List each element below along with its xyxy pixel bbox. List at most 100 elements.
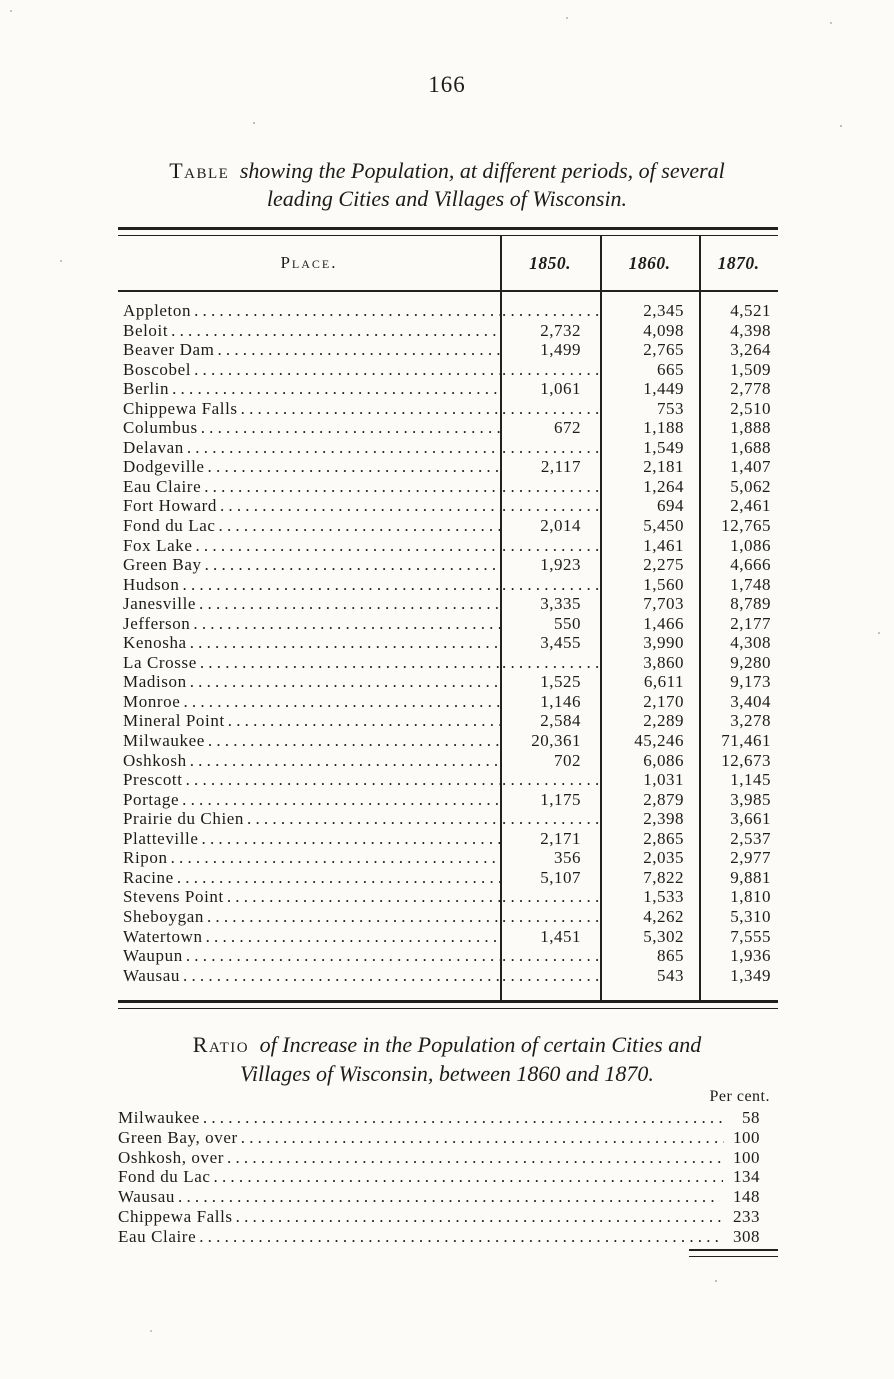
dot-leader [205, 457, 500, 477]
column-header-place: Place. [280, 253, 338, 272]
place-name: Wausau [123, 965, 180, 985]
place-name: Mineral Point [123, 711, 225, 731]
place-name: Racine [123, 867, 174, 887]
dot-leader [183, 946, 500, 966]
dot-leader [225, 711, 500, 731]
scan-speckles [10, 10, 12, 12]
dot-leader [168, 848, 500, 868]
table-row: Waupun 865 1,936 [118, 946, 778, 966]
value-cell-1870: 2,177 [730, 613, 771, 633]
value-cell-1870: 2,977 [730, 848, 771, 868]
value-cell-1850 [500, 301, 600, 321]
dot-leader [191, 360, 500, 380]
place-cell: Ripon [118, 848, 500, 868]
ratio-percent-value: 308 [733, 1226, 760, 1246]
value-cell-1870: 1,936 [730, 946, 771, 966]
value-cell-1860: 1,461 [643, 535, 684, 555]
table-bottom-double-rule [118, 1000, 778, 1009]
value-cell-1860: 7,822 [643, 867, 684, 887]
dot-leader [184, 438, 500, 458]
value-cell-1850 [500, 809, 600, 829]
value-cell-1860: 1,031 [643, 770, 684, 790]
ratio-row: Chippewa Falls 233 [118, 1207, 764, 1227]
value-cell-1850: 2,732 [540, 320, 581, 340]
table-row: Fond du Lac 2,014 5,450 12,765 [118, 516, 778, 536]
ratio-row: Milwaukee 58 [118, 1108, 764, 1128]
value-cell-1870: 1,349 [730, 965, 771, 985]
value-cell-1870: 2,510 [730, 398, 771, 418]
dot-leader [217, 496, 500, 516]
value-cell-1850: 702 [554, 750, 581, 770]
dot-leader [179, 790, 500, 810]
percent-column-header: Per cent. [709, 1088, 770, 1105]
table-row: Kenosha 3,455 3,990 4,308 [118, 633, 778, 653]
dot-leader [187, 751, 500, 771]
place-cell: Hudson [118, 575, 500, 595]
place-cell: Portage [118, 790, 500, 810]
value-cell-1870: 3,404 [730, 691, 771, 711]
ratio-table: Milwaukee 58 Green Bay, over 100 Oshkosh… [118, 1108, 764, 1247]
value-cell-1860: 4,098 [643, 320, 684, 340]
value-cell-1870: 9,881 [730, 867, 771, 887]
column-divider-1 [500, 236, 502, 1000]
place-cell: Chippewa Falls [118, 399, 500, 419]
value-cell-1860: 665 [657, 359, 684, 379]
ratio-place-name: Eau Claire [118, 1226, 197, 1246]
place-name: Kenosha [123, 633, 187, 653]
place-cell: Wausau [118, 966, 500, 986]
dot-leader [205, 731, 500, 751]
table-row: Stevens Point 1,533 1,810 [118, 887, 778, 907]
value-cell-1850 [500, 477, 600, 497]
place-name: Green Bay [123, 555, 202, 575]
value-cell-1860: 2,345 [643, 301, 684, 320]
value-cell-1870: 4,521 [730, 301, 771, 320]
table-row: Delavan 1,549 1,688 [118, 438, 778, 458]
ratio-place-name: Oshkosh, over [118, 1147, 225, 1167]
table-row: Berlin 1,061 1,449 2,778 [118, 379, 778, 399]
table-row: Beloit 2,732 4,098 4,398 [118, 321, 778, 341]
value-cell-1850: 3,335 [540, 594, 581, 614]
place-cell: Madison [118, 672, 500, 692]
value-cell-1850: 672 [554, 418, 581, 438]
title-line-1: showing the Population, at different per… [239, 158, 725, 183]
place-name: Prairie du Chien [123, 809, 245, 829]
ratio-percent-value: 58 [742, 1108, 760, 1127]
value-cell-1860: 3,990 [643, 633, 684, 653]
value-cell-1850: 1,499 [540, 340, 581, 360]
place-cell: Waupun [118, 946, 500, 966]
column-header-1860: 1860. [628, 252, 671, 273]
place-cell: Appleton [118, 301, 500, 321]
value-cell-1860: 543 [657, 965, 684, 985]
value-cell-1860: 45,246 [634, 731, 684, 751]
value-cell-1870: 4,398 [730, 320, 771, 340]
place-cell: Columbus [118, 418, 500, 438]
table-row: Janesville 3,335 7,703 8,789 [118, 594, 778, 614]
table-row: Chippewa Falls 753 2,510 [118, 399, 778, 419]
value-cell-1850: 2,171 [540, 828, 581, 848]
table-row: Appleton 2,345 4,521 [118, 301, 778, 321]
place-cell: Beaver Dam [118, 340, 500, 360]
value-cell-1860: 5,450 [643, 516, 684, 536]
table-row: Wausau 543 1,349 [118, 966, 778, 986]
ratio-place-name: Chippewa Falls [118, 1206, 233, 1226]
ratio-row: Green Bay, over 100 [118, 1128, 764, 1148]
value-cell-1850: 1,175 [540, 789, 581, 809]
dot-leader [202, 555, 500, 575]
value-cell-1860: 2,170 [643, 691, 684, 711]
table-row: Mineral Point 2,584 2,289 3,278 [118, 711, 778, 731]
place-cell: Oshkosh [118, 751, 500, 771]
column-divider-3 [699, 236, 701, 1000]
place-cell: Delavan [118, 438, 500, 458]
table-row: Prescott 1,031 1,145 [118, 770, 778, 790]
dot-leader [196, 594, 500, 614]
ratio-table-title: Ratio of Increase in the Population of c… [111, 1031, 783, 1088]
place-name: Prescott [123, 770, 183, 790]
place-name: Chippewa Falls [123, 398, 238, 418]
value-cell-1870: 1,748 [730, 574, 771, 594]
table-row: Prairie du Chien 2,398 3,661 [118, 809, 778, 829]
value-cell-1870: 8,789 [730, 594, 771, 614]
dot-leader [211, 1167, 723, 1187]
value-cell-1860: 2,865 [643, 828, 684, 848]
value-cell-1850: 1,923 [540, 555, 581, 575]
value-cell-1860: 5,302 [643, 926, 684, 946]
